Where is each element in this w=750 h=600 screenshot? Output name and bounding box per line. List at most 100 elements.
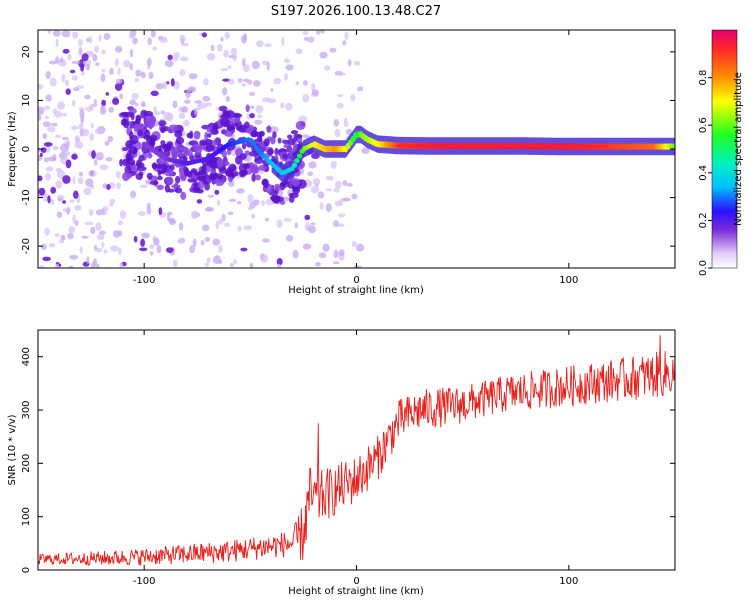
noise-blob xyxy=(342,40,347,46)
noise-blob xyxy=(225,95,230,102)
noise-blob xyxy=(262,238,270,243)
spectrogram-xtick-label: 0 xyxy=(353,275,359,286)
noise-blob xyxy=(129,99,136,106)
signal-cloud-blob xyxy=(135,114,141,125)
signal-cloud-blob xyxy=(187,178,198,183)
noise-blob xyxy=(166,112,174,122)
noise-blob xyxy=(45,166,54,172)
noise-blob xyxy=(227,65,232,69)
noise-blob xyxy=(80,113,85,123)
noise-blob xyxy=(67,53,72,61)
noise-blob xyxy=(179,69,186,77)
frequency-trace-core xyxy=(437,144,443,148)
noise-blob xyxy=(149,244,155,250)
noise-blob xyxy=(101,49,106,55)
frequency-trace-core xyxy=(399,144,405,147)
noise-blob xyxy=(112,97,120,105)
noise-blob xyxy=(102,205,109,212)
signal-cloud-blob xyxy=(277,137,282,144)
noise-blob xyxy=(42,133,48,140)
noise-blob xyxy=(147,37,152,46)
noise-blob xyxy=(242,64,250,73)
signal-cloud-blob xyxy=(223,161,230,166)
signal-cloud-blob xyxy=(143,110,154,117)
noise-blob xyxy=(308,225,316,234)
signal-cloud-blob xyxy=(180,191,187,200)
signal-cloud-blob xyxy=(130,112,135,121)
noise-blob xyxy=(345,128,353,136)
noise-blob xyxy=(129,48,134,58)
noise-blob xyxy=(150,30,156,38)
noise-blob xyxy=(65,79,69,86)
noise-blob xyxy=(146,202,151,209)
noise-blob xyxy=(230,263,234,267)
noise-blob xyxy=(255,104,264,114)
noise-blob xyxy=(44,227,50,236)
signal-cloud-blob xyxy=(293,133,303,138)
noise-blob xyxy=(302,93,310,103)
noise-blob xyxy=(101,241,105,248)
noise-blob xyxy=(294,222,298,229)
noise-blob xyxy=(106,184,111,190)
noise-blob xyxy=(57,59,67,67)
frequency-trace-mark xyxy=(291,162,298,168)
noise-blob xyxy=(47,195,51,204)
snr-xtick-label: 100 xyxy=(559,576,578,587)
noise-blob xyxy=(94,159,98,166)
signal-cloud-blob xyxy=(274,147,279,156)
noise-blob xyxy=(140,71,146,79)
noise-blob xyxy=(95,152,104,161)
snr-ytick-label: 200 xyxy=(21,454,32,473)
noise-blob xyxy=(212,238,221,246)
noise-blob xyxy=(202,95,211,102)
noise-blob xyxy=(107,135,114,143)
signal-cloud-blob xyxy=(282,139,290,144)
noise-blob xyxy=(62,175,71,184)
noise-blob xyxy=(159,38,168,43)
noise-blob xyxy=(325,188,333,192)
noise-blob xyxy=(325,175,334,181)
signal-cloud-blob xyxy=(283,143,290,149)
signal-cloud-blob xyxy=(216,158,224,168)
noise-blob xyxy=(119,262,124,268)
noise-blob xyxy=(333,249,339,259)
noise-blob xyxy=(278,189,284,197)
noise-blob xyxy=(91,150,96,159)
noise-blob xyxy=(264,218,270,222)
signal-cloud-blob xyxy=(137,129,143,137)
signal-cloud-blob xyxy=(224,130,233,137)
noise-blob xyxy=(181,106,189,113)
noise-blob xyxy=(295,81,299,85)
noise-blob xyxy=(129,63,133,71)
noise-blob xyxy=(241,58,246,67)
colorbar-tick-label: 0.8 xyxy=(698,70,709,86)
signal-cloud-blob xyxy=(251,173,256,182)
signal-cloud-blob xyxy=(263,138,270,147)
noise-blob xyxy=(295,48,303,55)
noise-blob xyxy=(179,222,184,231)
noise-blob xyxy=(308,36,315,43)
noise-blob xyxy=(68,265,74,268)
noise-blob xyxy=(276,258,283,266)
noise-blob xyxy=(64,150,70,157)
signal-cloud-blob xyxy=(258,164,268,171)
noise-blob xyxy=(247,194,254,203)
signal-cloud-blob xyxy=(289,192,299,199)
noise-blob xyxy=(236,188,245,194)
noise-blob xyxy=(247,206,253,211)
noise-blob xyxy=(336,102,344,109)
noise-blob xyxy=(346,183,353,187)
noise-blob xyxy=(270,88,274,92)
noise-blob xyxy=(65,159,72,169)
signal-cloud-blob xyxy=(282,153,288,160)
noise-blob xyxy=(38,84,44,90)
noise-blob xyxy=(194,100,203,104)
noise-blob xyxy=(266,61,270,71)
noise-blob xyxy=(101,99,106,107)
noise-blob xyxy=(233,56,237,62)
noise-blob xyxy=(38,114,42,121)
noise-blob xyxy=(218,218,223,225)
noise-blob xyxy=(131,93,139,100)
signal-cloud-blob xyxy=(202,174,212,185)
